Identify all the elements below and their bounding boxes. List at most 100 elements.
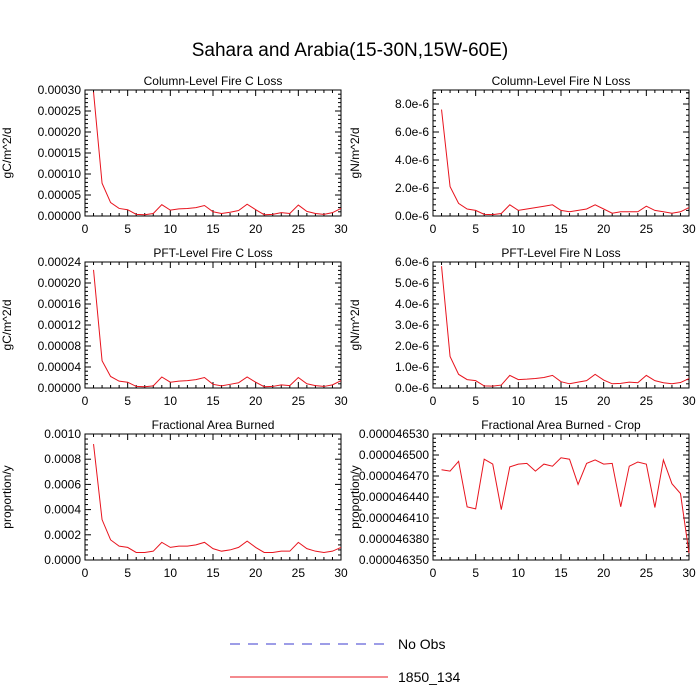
y-tick-label: 0.0004 [44, 503, 81, 517]
y-tick-label: 0.00020 [38, 125, 82, 139]
y-tick-label: 0.00020 [38, 276, 82, 290]
panel-1: Column-Level Fire C Loss gC/m^2/d 0 5 10 15 20… [0, 74, 348, 236]
y-tick-label: 0.00025 [38, 104, 82, 118]
panel-title: Fractional Area Burned [152, 418, 275, 432]
series-line-1850_134 [441, 266, 690, 387]
panel-title: Column-Level Fire N Loss [492, 74, 631, 88]
y-tick-label: 0.0002 [44, 528, 81, 542]
y-tick-label: 0.00016 [38, 297, 82, 311]
y-tick-label: 0.00004 [38, 360, 82, 374]
x-tick-label: 5 [472, 566, 479, 580]
x-tick-label: 20 [597, 566, 611, 580]
x-tick-label: 15 [206, 394, 220, 408]
x-tick-label: 30 [334, 566, 348, 580]
panel-title: Fractional Area Burned - Crop [481, 418, 641, 432]
series-line-1850_134 [93, 92, 342, 216]
x-tick-label: 30 [682, 566, 696, 580]
series-line-1850_134 [93, 444, 342, 553]
y-tick-label: 8.0e-6 [395, 97, 429, 111]
y-tick-label: 6.0e-6 [395, 125, 429, 139]
x-tick-label: 10 [164, 222, 178, 236]
legend-label-no-obs: No Obs [398, 636, 445, 652]
x-tick-label: 15 [554, 394, 568, 408]
y-axis-label: gN/m^2/d [348, 300, 362, 351]
y-tick-label: 0.00010 [38, 167, 82, 181]
y-tick-label: 0.0000 [44, 553, 81, 567]
x-tick-label: 0 [430, 394, 437, 408]
y-tick-label: 2.0e-6 [395, 181, 429, 195]
x-tick-label: 25 [292, 566, 306, 580]
x-tick-label: 10 [164, 566, 178, 580]
y-tick-label: 0.000046410 [359, 511, 429, 525]
x-tick-label: 0 [430, 566, 437, 580]
x-tick-label: 10 [512, 394, 526, 408]
x-tick-label: 30 [682, 394, 696, 408]
y-tick-label: 4.0e-6 [395, 153, 429, 167]
x-tick-label: 5 [124, 222, 131, 236]
panel-4: PFT-Level Fire N Loss gN/m^2/d 0 5 10 15 20 25 3… [348, 246, 696, 408]
y-tick-label: 0.0010 [44, 427, 81, 441]
series-line-1850_134 [441, 457, 690, 554]
series-line-1850_134 [93, 269, 342, 388]
y-axis-label: gN/m^2/d [348, 128, 362, 179]
y-axis-label: gC/m^2/d [0, 128, 14, 179]
x-tick-label: 25 [640, 222, 654, 236]
x-tick-label: 5 [472, 222, 479, 236]
x-tick-label: 30 [334, 394, 348, 408]
y-tick-label: 3.0e-6 [395, 318, 429, 332]
panel-3: PFT-Level Fire C Loss gC/m^2/d 0 5 10 15 20 25 3… [0, 246, 348, 408]
y-tick-label: 0.000046440 [359, 490, 429, 504]
x-tick-label: 5 [472, 394, 479, 408]
x-tick-label: 5 [124, 394, 131, 408]
y-tick-label: 6.0e-6 [395, 255, 429, 269]
x-tick-label: 15 [554, 222, 568, 236]
y-tick-label: 0.00005 [38, 188, 82, 202]
y-tick-label: 0.00024 [38, 255, 82, 269]
x-tick-label: 15 [206, 566, 220, 580]
x-tick-label: 15 [554, 566, 568, 580]
y-tick-label: 0.000046350 [359, 553, 429, 567]
y-tick-label: 4.0e-6 [395, 297, 429, 311]
figure-title: Sahara and Arabia(15-30N,15W-60E) [192, 40, 509, 61]
y-axis-label: proportion/y [0, 465, 14, 528]
y-axis-label: proportion/y [348, 465, 362, 528]
y-tick-label: 0.000046500 [359, 448, 429, 462]
x-tick-label: 15 [206, 222, 220, 236]
panel-title: Column-Level Fire C Loss [144, 74, 283, 88]
y-tick-label: 0.00012 [38, 318, 82, 332]
y-tick-label: 0.000046470 [359, 469, 429, 483]
y-tick-label: 0.00008 [38, 339, 82, 353]
x-tick-label: 25 [292, 222, 306, 236]
x-tick-label: 20 [249, 394, 263, 408]
y-tick-label: 0.0e-6 [395, 209, 429, 223]
y-tick-label: 0.00000 [38, 381, 82, 395]
y-tick-label: 0.00030 [38, 83, 82, 97]
y-tick-label: 1.0e-6 [395, 360, 429, 374]
panel-5: Fractional Area Burned proportion/y 0 5 10 15… [0, 418, 348, 580]
x-tick-label: 25 [640, 394, 654, 408]
y-tick-label: 0.0006 [44, 477, 81, 491]
panel-2: Column-Level Fire N Loss gN/m^2/d 0 5 10 15 20… [348, 74, 696, 236]
x-tick-label: 5 [124, 566, 131, 580]
legend-label-1850-134: 1850_134 [398, 669, 461, 685]
x-tick-label: 30 [682, 222, 696, 236]
x-tick-label: 10 [164, 394, 178, 408]
x-tick-label: 0 [82, 394, 89, 408]
x-tick-label: 10 [512, 566, 526, 580]
x-tick-label: 30 [334, 222, 348, 236]
x-tick-label: 20 [597, 222, 611, 236]
x-tick-label: 0 [82, 222, 89, 236]
panels: Column-Level Fire C Loss gC/m^2/d 0 5 10 15 20… [0, 74, 696, 580]
legend: No Obs 1850_134 [230, 636, 461, 685]
x-tick-label: 0 [82, 566, 89, 580]
panel-title: PFT-Level Fire C Loss [153, 246, 272, 260]
panel-title: PFT-Level Fire N Loss [501, 246, 620, 260]
y-tick-label: 0.0008 [44, 452, 81, 466]
x-tick-label: 10 [512, 222, 526, 236]
y-tick-label: 0.00015 [38, 146, 82, 160]
x-tick-label: 20 [249, 566, 263, 580]
y-tick-label: 0.0e-6 [395, 381, 429, 395]
y-tick-label: 0.000046380 [359, 532, 429, 546]
y-tick-label: 2.0e-6 [395, 339, 429, 353]
